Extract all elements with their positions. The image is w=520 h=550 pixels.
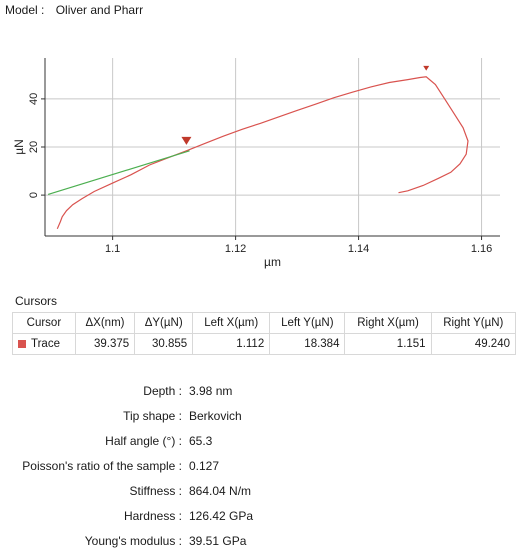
result-label: Poisson's ratio of the sample : [22,459,182,473]
col-left-y[interactable]: Left Y(µN) [269,312,346,334]
col-cursor[interactable]: Cursor [12,312,76,334]
x-tick-label: 1.12 [225,243,246,255]
trace-line [56,76,469,230]
cursor-name-cell: Trace [12,333,76,355]
result-value: Berkovich [189,409,242,423]
x-tick-label: 1.16 [471,243,492,255]
chart-axes [41,58,500,240]
result-label: Young's modulus : [84,534,182,548]
result-youngs-modulus: Young's modulus : 39.51 GPa [0,534,520,550]
model-label: Model : [5,3,45,17]
cursors-table: Cursor ΔX(nm) ΔY(µN) Left X(µm) Left Y(µ… [12,312,517,355]
cursor-marker [181,136,192,145]
chart-series [47,76,469,230]
cell-right-y: 49.240 [430,333,517,355]
result-tip-shape: Tip shape : Berkovich [0,409,520,425]
col-right-x[interactable]: Right X(µm) [344,312,432,334]
cell-dx: 39.375 [74,333,136,355]
result-hardness: Hardness : 126.42 GPa [0,509,520,525]
chart-grid [45,58,500,236]
col-left-x[interactable]: Left X(µm) [192,312,271,334]
x-tick-label: 1.14 [348,243,369,255]
table-row[interactable]: Trace 39.375 30.855 1.112 18.384 1.151 4… [12,333,517,355]
fit-line [47,150,190,195]
chart-labels: 1.1 1.12 1.14 1.16 0 20 40 µm µN [12,93,492,269]
model-row: Model : Oliver and Pharr [5,3,143,17]
trace-color-swatch [18,339,26,348]
cursor-marker [423,65,430,71]
cell-left-x: 1.112 [192,333,271,355]
result-half-angle: Half angle (°) : 65.3 [0,434,520,450]
cursors-header-row: Cursor ΔX(nm) ΔY(µN) Left X(µm) Left Y(µ… [12,312,517,334]
x-axis-label: µm [264,255,281,269]
col-dx[interactable]: ΔX(nm) [74,312,136,334]
result-poisson-ratio: Poisson's ratio of the sample : 0.127 [0,459,520,475]
result-label: Half angle (°) : [105,434,182,448]
col-right-y[interactable]: Right Y(µN) [430,312,517,334]
result-value: 864.04 N/m [189,484,252,498]
result-label: Hardness : [123,509,182,523]
col-dy[interactable]: ΔY(µN) [134,312,194,334]
y-tick-label: 40 [28,93,40,105]
cursor-name: Trace [31,338,60,350]
result-value: 3.98 nm [189,384,233,398]
result-label: Tip shape : [123,409,182,423]
result-label: Stiffness : [129,484,182,498]
result-value: 0.127 [189,459,220,473]
cell-right-x: 1.151 [344,333,432,355]
result-value: 65.3 [189,434,213,448]
result-label: Depth : [143,384,182,398]
result-value: 39.51 GPa [189,534,247,548]
cursors-title: Cursors [15,294,58,308]
result-stiffness: Stiffness : 864.04 N/m [0,484,520,500]
y-tick-label: 0 [28,192,40,198]
y-tick-label: 20 [28,141,40,153]
chart-markers [181,65,430,145]
cell-dy: 30.855 [134,333,194,355]
cell-left-y: 18.384 [269,333,346,355]
result-value: 126.42 GPa [189,509,254,523]
y-axis-label: µN [12,139,26,155]
model-value: Oliver and Pharr [55,3,144,17]
load-displacement-chart: 1.1 1.12 1.14 1.16 0 20 40 µm µN [12,58,500,269]
x-tick-label: 1.1 [105,243,120,255]
result-depth: Depth : 3.98 nm [0,384,520,400]
